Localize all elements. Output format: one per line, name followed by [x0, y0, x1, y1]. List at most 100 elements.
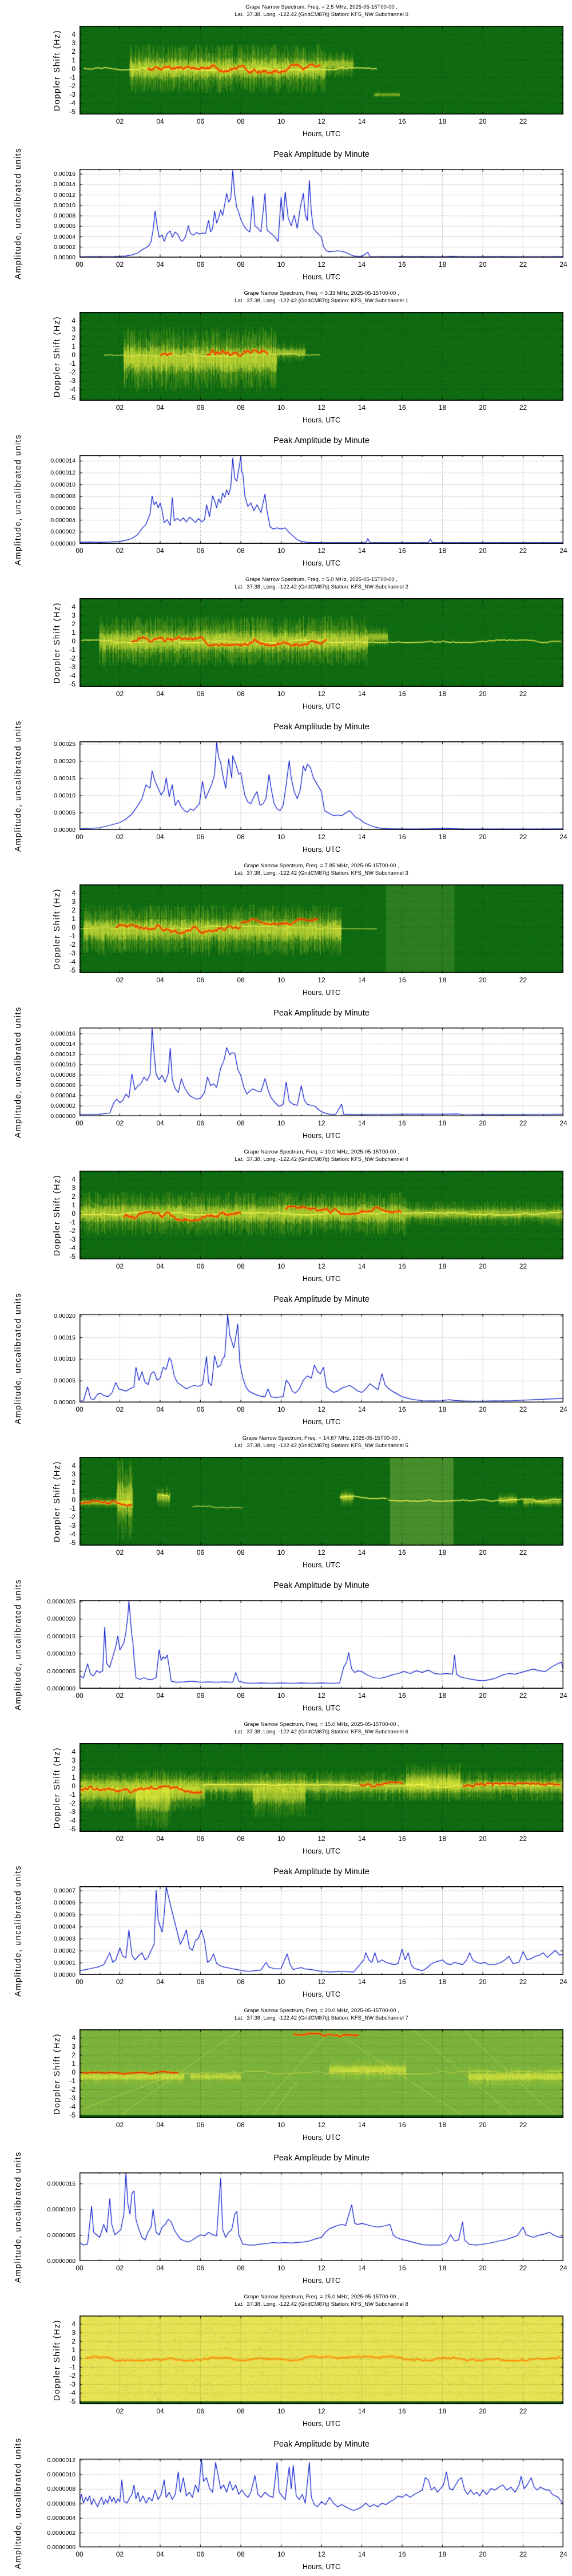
doppler-ytick-label: -1 [69, 1504, 76, 1513]
hour-xtick-label: 10 [277, 1835, 285, 1843]
doppler-ytick-label: -3 [69, 1522, 76, 1530]
doppler-ytick-label: -4 [69, 1530, 76, 1539]
spectrogram-figure: Grape Narrow Spectrum, Freq. = 20.0 MHz,… [0, 2004, 572, 2147]
doppler-ytick-label: 1 [72, 342, 76, 351]
hour-xtick-label: 24 [559, 833, 567, 841]
amplitude-title: Peak Amplitude by Minute [273, 1867, 370, 1876]
hour-xtick-label: 16 [398, 1119, 406, 1127]
hour-xtick-label: 14 [357, 547, 366, 555]
doppler-ytick-label: 1 [72, 1487, 76, 1496]
hour-xtick-label: 18 [438, 2264, 447, 2272]
hour-xtick-label: 20 [479, 547, 487, 555]
doppler-ytick-label: -4 [69, 385, 76, 394]
doppler-ytick-label: -2 [69, 941, 76, 949]
amplitude-canvas [80, 1886, 563, 1975]
hour-xtick-label: 06 [196, 1405, 205, 1413]
hour-xtick-label: 08 [237, 2550, 245, 2558]
hour-xtick-label: 06 [196, 690, 205, 698]
hour-xtick-label: 10 [277, 2264, 285, 2272]
hour-xtick-label: 20 [479, 1405, 487, 1413]
doppler-ytick-label: 1 [72, 1773, 76, 1782]
amplitude-title: Peak Amplitude by Minute [273, 1581, 370, 1590]
spectrogram-title-line1: Grape Narrow Spectrum, Freq. = 2.5 MHz, … [245, 4, 398, 10]
doppler-ytick-label: 3 [72, 611, 76, 620]
amplitude-ytick-label: 0.00015 [54, 775, 76, 782]
amplitude-title: Peak Amplitude by Minute [273, 436, 370, 445]
doppler-ytick-label: -5 [69, 1539, 76, 1547]
subchannel-2-section: Grape Narrow Spectrum, Freq. = 5.0 MHz, … [0, 572, 572, 859]
hour-xtick-label: 08 [237, 117, 245, 125]
hour-xtick-label: 18 [438, 2121, 447, 2129]
hour-xtick-label: 08 [237, 2121, 245, 2129]
hour-xtick-label: 08 [237, 1119, 245, 1127]
doppler-ytick-label: 0 [72, 923, 76, 932]
hour-xtick-label: 04 [156, 404, 164, 412]
doppler-ytick-label: 4 [72, 30, 76, 39]
hour-xtick-label: 24 [559, 2550, 567, 2558]
doppler-ytick-label: 3 [72, 2042, 76, 2051]
subchannel-3-section: Grape Narrow Spectrum, Freq. = 7.85 MHz,… [0, 859, 572, 1145]
hour-xtick-label: 18 [438, 1978, 447, 1986]
hour-xtick-label: 16 [398, 1692, 406, 1700]
amplitude-ytick-label: 0.0000005 [47, 1668, 76, 1675]
hour-xtick-label: 00 [76, 260, 84, 268]
hour-xtick-label: 10 [277, 976, 285, 984]
hour-xtick-label: 02 [116, 976, 124, 984]
hour-xtick-label: 16 [398, 976, 406, 984]
amplitude-canvas [80, 1600, 563, 1689]
subchannel-1-section: Grape Narrow Spectrum, Freq. = 3.33 MHz,… [0, 286, 572, 572]
doppler-ytick-label: 3 [72, 1184, 76, 1192]
hour-xtick-label: 14 [357, 1405, 366, 1413]
hour-xtick-label: 08 [237, 2264, 245, 2272]
hour-xtick-label: 12 [317, 1262, 325, 1270]
amplitude-title: Peak Amplitude by Minute [273, 2154, 370, 2163]
hour-xtick-label: 14 [357, 1119, 366, 1127]
hour-xtick-label: 24 [559, 1692, 567, 1700]
amplitude-ytick-label: 0.00012 [54, 191, 76, 199]
doppler-ytick-label: -2 [69, 2372, 76, 2380]
hour-xtick-label: 20 [479, 1262, 487, 1270]
hour-xtick-label: 06 [196, 1262, 205, 1270]
subchannel-6-section: Grape Narrow Spectrum, Freq. = 15.0 MHz,… [0, 1717, 572, 2004]
hour-xtick-label: 04 [156, 2407, 164, 2415]
amplitude-ytick-label: 0.000010 [50, 1061, 76, 1068]
hour-xtick-label: 18 [438, 547, 447, 555]
hour-xtick-label: 14 [357, 690, 366, 698]
hour-xtick-label: 10 [277, 833, 285, 841]
doppler-ytick-label: 4 [72, 1748, 76, 1756]
hour-xtick-label: 16 [398, 260, 406, 268]
doppler-ytick-label: -2 [69, 82, 76, 90]
hour-xtick-label: 22 [519, 2121, 527, 2129]
subchannel-5-section: Grape Narrow Spectrum, Freq. = 14.67 MHz… [0, 1431, 572, 1717]
hour-xtick-label: 10 [277, 1119, 285, 1127]
hour-xtick-label: 20 [479, 1978, 487, 1986]
hour-xtick-label: 12 [317, 833, 325, 841]
doppler-ytick-label: 4 [72, 1461, 76, 1470]
hour-xtick-label: 06 [196, 1835, 205, 1843]
doppler-ytick-label: -4 [69, 1244, 76, 1253]
amplitude-ytick-label: 0.00014 [54, 181, 76, 188]
amplitude-ytick-label: 0.0000025 [47, 1598, 76, 1606]
hour-xtick-label: 14 [357, 2121, 366, 2129]
hour-xtick-label: 00 [76, 833, 84, 841]
doppler-ytick-label: -2 [69, 1799, 76, 1808]
hour-xtick-label: 18 [438, 690, 447, 698]
hour-xtick-label: 22 [519, 1692, 527, 1700]
amplitude-ytick-label: 0.0000015 [47, 2180, 76, 2187]
hour-xtick-label: 16 [398, 1262, 406, 1270]
hour-xtick-label: 22 [519, 690, 527, 698]
hour-xtick-label: 22 [519, 1548, 527, 1556]
hour-xtick-label: 16 [398, 2407, 406, 2415]
hour-xtick-label: 10 [277, 547, 285, 555]
doppler-ytick-label: -2 [69, 2085, 76, 2094]
hour-xtick-label: 08 [237, 690, 245, 698]
hour-xtick-label: 06 [196, 1978, 205, 1986]
hour-xtick-label: 04 [156, 1692, 164, 1700]
doppler-ytick-label: -4 [69, 99, 76, 108]
hour-xtick-label: 02 [116, 690, 124, 698]
amplitude-ytick-label: 0.00016 [54, 171, 76, 178]
hour-xtick-label: 08 [237, 2407, 245, 2415]
hour-xtick-label: 16 [398, 690, 406, 698]
hour-xtick-label: 20 [479, 1835, 487, 1843]
